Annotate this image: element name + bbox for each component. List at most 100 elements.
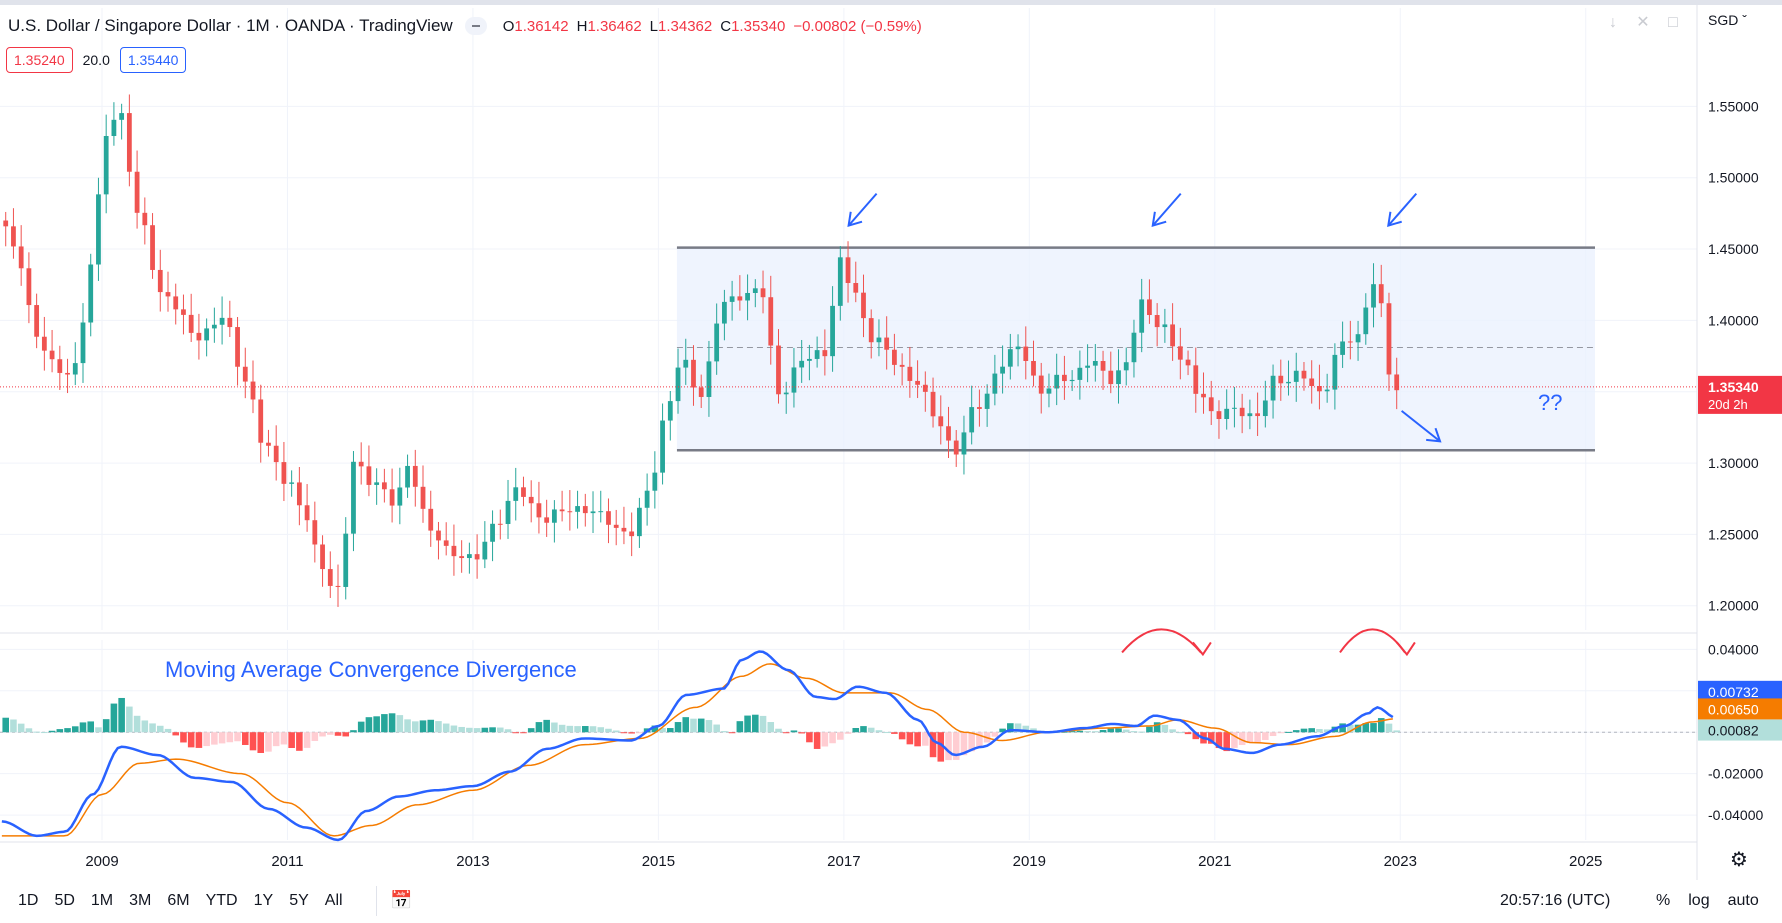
- candle-up: [1139, 299, 1145, 333]
- timeframe-button[interactable]: 5D: [54, 892, 75, 909]
- macd-histogram-bar: [1177, 732, 1184, 734]
- ohlc-high: H1.36462: [576, 17, 642, 35]
- macd-histogram-bar: [334, 732, 342, 736]
- countdown-label: 20d 2h: [1708, 397, 1748, 412]
- utc-clock[interactable]: 20:57:16 (UTC): [1500, 892, 1611, 909]
- collapse-icon[interactable]: [464, 17, 487, 35]
- macd-histogram-bar: [1169, 729, 1176, 733]
- macd-histogram-bar: [280, 732, 288, 745]
- macd-histogram-bar: [728, 732, 736, 734]
- candle-down: [320, 544, 325, 570]
- macd-histogram-bar: [164, 728, 172, 733]
- macd-histogram-bar: [1262, 732, 1269, 740]
- macd-histogram-bar: [373, 716, 380, 733]
- macd-histogram-bar: [1339, 723, 1346, 733]
- macd-histogram-bar: [272, 732, 280, 747]
- macd-histogram-bar: [48, 730, 56, 733]
- macd-histogram-bar: [149, 723, 156, 733]
- macd-histogram-bar: [782, 732, 790, 734]
- maximize-icon[interactable]: □: [1668, 14, 1678, 31]
- time-tick-label: 2021: [1198, 853, 1231, 870]
- macd-line: [1, 650, 1394, 842]
- macd-histogram-bar: [195, 732, 203, 748]
- macd-histogram-bar: [1130, 731, 1138, 733]
- sell-button[interactable]: 1.35240: [6, 47, 73, 73]
- macd-histogram-bar: [357, 721, 365, 733]
- time-axis[interactable]: 2009 2011 2013 2015 2017 2019 2021 2023 2025: [0, 841, 1697, 870]
- macd-histogram-bar: [1370, 723, 1377, 733]
- chart-canvas[interactable]: 1.550001.500001.450001.400001.350001.300…: [0, 0, 1782, 880]
- spread-value: 20.0: [82, 52, 110, 68]
- macd-value-badge: [1698, 680, 1782, 702]
- candle-up: [636, 507, 642, 537]
- macd-histogram-bar: [821, 732, 829, 747]
- candle-down: [1201, 393, 1206, 398]
- timeframe-button[interactable]: 1Y: [253, 892, 274, 909]
- timeframe-button[interactable]: YTD: [205, 892, 238, 909]
- question-annotation: ??: [1538, 390, 1562, 415]
- candle-down: [621, 527, 627, 532]
- currency-select[interactable]: SGD ˇ: [1708, 12, 1747, 28]
- candle-down: [737, 296, 743, 301]
- bid-ask-row: 1.35240 20.0 1.35440: [6, 47, 187, 73]
- symbol-title[interactable]: U.S. Dollar / Singapore Dollar · 1M · OA…: [8, 16, 453, 35]
- candle-down: [196, 332, 202, 341]
- macd-histogram-bar: [1061, 731, 1068, 733]
- calendar-goto-icon[interactable]: 📅: [390, 890, 413, 910]
- timeframe-button[interactable]: 1D: [18, 892, 39, 909]
- macd-histogram-bar: [1238, 732, 1246, 746]
- ohlc-close: C1.35340: [720, 17, 786, 35]
- macd-histogram-bar: [481, 727, 489, 733]
- macd-histogram-bar: [102, 719, 110, 733]
- candle-up: [837, 257, 843, 306]
- timeframe-button[interactable]: 6M: [167, 892, 190, 909]
- settings-gear-icon[interactable]: ⚙: [1730, 847, 1748, 871]
- candle-down: [1255, 413, 1260, 417]
- candle-down: [845, 257, 851, 284]
- candle-up: [119, 113, 125, 120]
- candle-down: [65, 372, 70, 375]
- legend-title-row: U.S. Dollar / Singapore Dollar · 1M · OA…: [8, 14, 930, 38]
- percent-toggle[interactable]: %: [1656, 892, 1671, 909]
- candle-down: [915, 380, 920, 385]
- timeframe-button[interactable]: 1M: [90, 892, 114, 909]
- macd-histogram-bar: [1153, 722, 1161, 733]
- close-pane-icon[interactable]: ✕: [1636, 14, 1650, 31]
- candle-down: [18, 246, 24, 269]
- candle-down: [613, 524, 619, 528]
- ohlc-change: −0.00802 (−0.59%): [793, 17, 922, 35]
- candle-down: [273, 445, 279, 463]
- pane-controls: ↓ ✕ □: [1602, 12, 1684, 34]
- candle-up: [482, 541, 488, 560]
- auto-toggle[interactable]: auto: [1727, 892, 1759, 909]
- candle-down: [49, 350, 55, 360]
- candle-up: [1224, 408, 1230, 419]
- timeframe-button[interactable]: All: [324, 892, 343, 909]
- price-tick-label: 1.40000: [1708, 312, 1759, 328]
- macd-histogram-bar: [620, 732, 628, 734]
- timeframe-button[interactable]: 3M: [129, 892, 152, 909]
- timeframe-button[interactable]: 5Y: [289, 892, 309, 909]
- arrow-down-icon[interactable]: ↓: [1609, 14, 1617, 31]
- price-axis[interactable]: 1.550001.500001.450001.400001.350001.300…: [1696, 0, 1782, 880]
- buy-button[interactable]: 1.35440: [119, 47, 187, 73]
- candle-down: [1147, 299, 1152, 316]
- macd-histogram-bar: [1146, 726, 1153, 733]
- macd-histogram-bar: [1207, 732, 1215, 744]
- candle-down: [235, 327, 240, 367]
- macd-histogram-bar: [744, 715, 751, 733]
- macd-histogram-bar: [636, 732, 643, 734]
- candle-down: [1301, 370, 1307, 379]
- macd-histogram-bar: [1099, 730, 1107, 733]
- macd-histogram-bar: [141, 720, 149, 733]
- log-toggle[interactable]: log: [1688, 892, 1710, 909]
- candle-down: [1347, 341, 1353, 343]
- macd-histogram-bar: [1084, 731, 1091, 733]
- candle-down: [567, 511, 573, 513]
- macd-histogram-bar: [512, 732, 520, 734]
- macd-histogram-bar: [829, 732, 836, 744]
- candle-down: [188, 314, 194, 333]
- candle-down: [296, 482, 302, 506]
- macd-histogram-bar: [226, 732, 234, 743]
- candle-down: [868, 318, 874, 343]
